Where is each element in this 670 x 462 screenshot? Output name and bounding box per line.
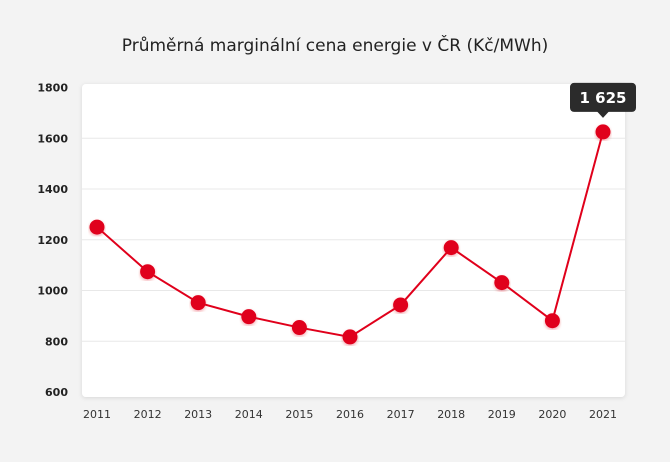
tooltip-box [570, 82, 636, 112]
data-point [342, 329, 358, 345]
y-tick-label: 600 [45, 386, 68, 399]
x-tick-label: 2015 [285, 408, 313, 421]
x-tick-label: 2017 [387, 408, 415, 421]
x-tick-label: 2013 [184, 408, 212, 421]
x-tick-label: 2020 [538, 408, 566, 421]
y-tick-label: 1200 [37, 234, 68, 247]
tooltip-label: 1 625 [580, 89, 627, 107]
x-tick-label: 2016 [336, 408, 364, 421]
tooltip-pointer [597, 111, 609, 118]
y-tick-label: 800 [45, 335, 68, 348]
data-point [595, 124, 611, 140]
y-tick-label: 1400 [37, 183, 68, 196]
y-tick-label: 1800 [37, 82, 68, 95]
chart-title: Průměrná marginální cena energie v ČR (K… [121, 36, 549, 56]
data-point [241, 309, 257, 325]
data-point [291, 320, 307, 336]
data-point [89, 219, 105, 235]
x-tick-label: 2021 [589, 408, 617, 421]
x-tick-label: 2018 [437, 408, 465, 421]
x-tick-label: 2014 [235, 408, 263, 421]
x-tick-label: 2019 [488, 408, 516, 421]
plot-area [82, 84, 625, 397]
data-point [544, 313, 560, 329]
y-tick-label: 1600 [37, 132, 68, 145]
data-point [140, 264, 156, 280]
data-point [190, 295, 206, 311]
x-tick-label: 2012 [134, 408, 162, 421]
data-point [494, 275, 510, 291]
data-point [443, 240, 459, 256]
y-tick-label: 1000 [37, 285, 68, 298]
data-point [393, 297, 409, 313]
x-tick-label: 2011 [83, 408, 111, 421]
